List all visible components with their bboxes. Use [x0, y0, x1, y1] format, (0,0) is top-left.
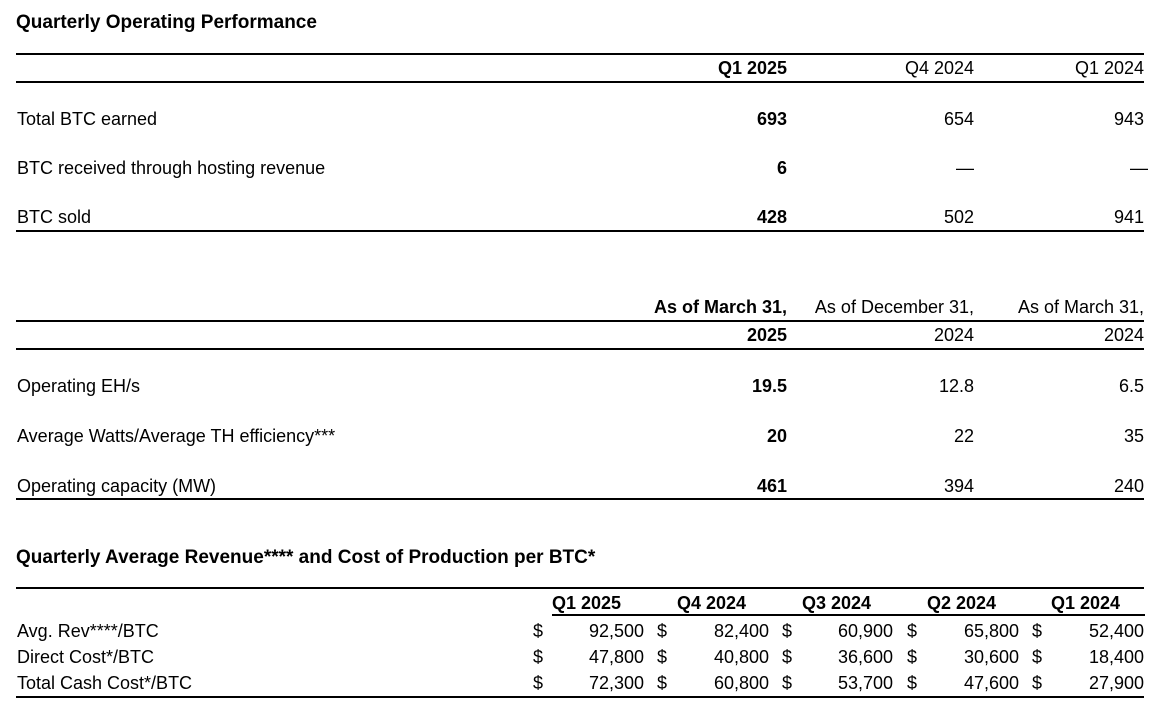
section2-top-rule — [16, 320, 1144, 322]
s3-currency: $ — [657, 647, 668, 667]
s2-row-label: Operating capacity (MW) — [17, 476, 217, 496]
section2-header-rule — [16, 348, 1144, 350]
s3-currency: $ — [907, 621, 918, 641]
section3-top-rule — [16, 587, 1144, 589]
s3-value: 47,600 — [963, 673, 1019, 693]
s1-row-value: 6 — [776, 158, 787, 178]
s3-value: 92,500 — [588, 621, 644, 641]
s3-value: 18,400 — [1088, 647, 1144, 667]
s3-header: Q2 2024 — [927, 593, 997, 613]
s1-row-label: Total BTC earned — [17, 109, 158, 129]
section3-title: Quarterly Average Revenue**** and Cost o… — [16, 547, 596, 568]
s3-value: 40,800 — [713, 647, 769, 667]
section1-header-rule — [16, 81, 1144, 83]
s3-value: 53,700 — [837, 673, 893, 693]
s1-header-q4-2024: Q4 2024 — [904, 58, 974, 78]
section1-bottom-rule — [16, 230, 1144, 232]
s3-value: 65,800 — [963, 621, 1019, 641]
s2-row-value: 12.8 — [938, 376, 974, 396]
s3-currency: $ — [657, 621, 668, 641]
s2-header-bottom: 2024 — [1103, 325, 1144, 345]
s3-currency: $ — [533, 621, 544, 641]
s2-row-label: Average Watts/Average TH efficiency*** — [17, 426, 336, 446]
s1-row-value: 943 — [1113, 109, 1144, 129]
s3-currency: $ — [1032, 621, 1043, 641]
s3-row-label: Avg. Rev****/BTC — [17, 621, 159, 641]
s3-row-label: Total Cash Cost*/BTC — [17, 673, 193, 693]
s1-row-value: 693 — [756, 109, 787, 129]
s1-row-value: 502 — [943, 207, 974, 227]
s1-row-value: 941 — [1113, 207, 1144, 227]
s1-header-q1-2024: Q1 2024 — [1074, 58, 1144, 78]
s1-row-value: 428 — [756, 207, 787, 227]
s2-row-value: 6.5 — [1118, 376, 1144, 396]
s3-currency: $ — [533, 647, 544, 667]
s3-value: 52,400 — [1088, 621, 1144, 641]
s1-header-q1-2025: Q1 2025 — [717, 58, 787, 78]
s3-value: 36,600 — [837, 647, 893, 667]
s2-row-value: 35 — [1123, 426, 1144, 446]
s3-currency: $ — [782, 673, 793, 693]
s3-row-label: Direct Cost*/BTC — [17, 647, 155, 667]
s2-row-value: 461 — [756, 476, 787, 496]
s3-header: Q1 2025 — [552, 593, 622, 613]
s2-header-top: As of March 31, — [1017, 297, 1144, 317]
section3-bottom-rule — [16, 696, 1144, 698]
s3-currency: $ — [782, 647, 793, 667]
s3-currency: $ — [1032, 673, 1043, 693]
s3-value: 27,900 — [1088, 673, 1144, 693]
s1-row-value: 654 — [943, 109, 974, 129]
s3-value: 30,600 — [963, 647, 1019, 667]
s3-header-rule — [552, 614, 1145, 616]
s2-header-bottom: 2024 — [933, 325, 974, 345]
s2-row-value: 240 — [1113, 476, 1144, 496]
s3-value: 72,300 — [588, 673, 644, 693]
section1-top-rule — [16, 53, 1144, 55]
s2-header-bottom: 2025 — [746, 325, 787, 345]
s3-currency: $ — [782, 621, 793, 641]
s3-currency: $ — [907, 673, 918, 693]
s2-header-top: As of December 31, — [814, 297, 974, 317]
s3-currency: $ — [907, 647, 918, 667]
section1-title: Quarterly Operating Performance — [16, 12, 317, 33]
s3-currency: $ — [533, 673, 544, 693]
s1-row-value: — — [1130, 158, 1148, 178]
s1-row-label: BTC received through hosting revenue — [17, 158, 326, 178]
s3-value: 47,800 — [588, 647, 644, 667]
s3-currency: $ — [657, 673, 668, 693]
s3-header: Q4 2024 — [677, 593, 747, 613]
s2-row-value: 22 — [953, 426, 974, 446]
s2-row-label: Operating EH/s — [17, 376, 141, 396]
s3-value: 82,400 — [713, 621, 769, 641]
s3-header: Q1 2024 — [1051, 593, 1121, 613]
s3-value: 60,900 — [837, 621, 893, 641]
s1-row-label: BTC sold — [17, 207, 92, 227]
s2-row-value: 394 — [943, 476, 974, 496]
s2-row-value: 20 — [766, 426, 787, 446]
s3-currency: $ — [1032, 647, 1043, 667]
s3-value: 60,800 — [713, 673, 769, 693]
section2-bottom-rule — [16, 498, 1144, 500]
s2-row-value: 19.5 — [751, 376, 787, 396]
s1-row-value: — — [956, 158, 974, 178]
s2-header-top: As of March 31, — [653, 297, 787, 317]
s3-header: Q3 2024 — [802, 593, 872, 613]
